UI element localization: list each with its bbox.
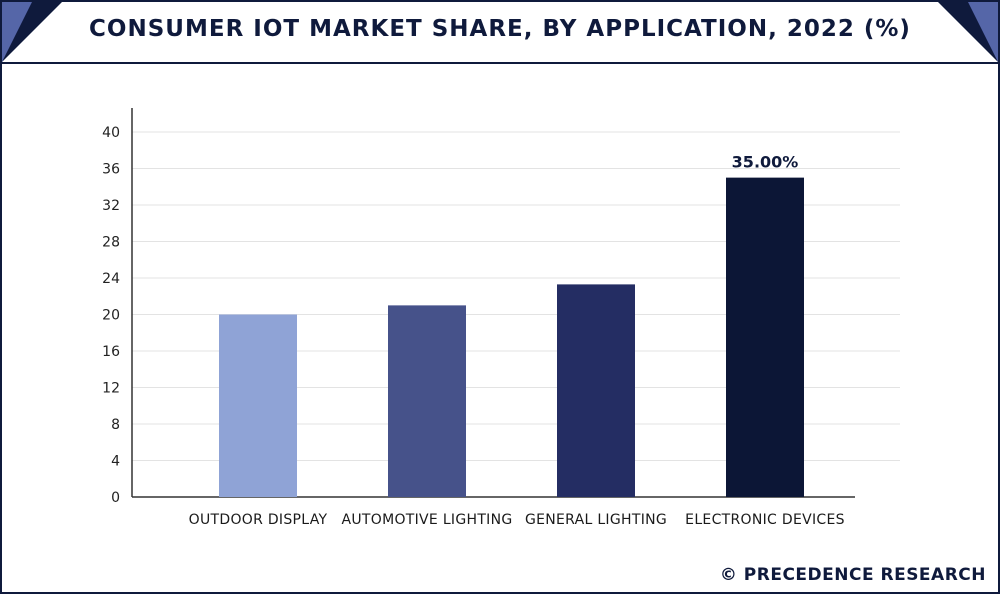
y-tick-label: 24 bbox=[102, 271, 120, 287]
x-tick-label: AUTOMOTIVE LIGHTING bbox=[341, 512, 512, 528]
y-tick-label: 16 bbox=[102, 344, 120, 360]
source-credit: © PRECEDENCE RESEARCH bbox=[719, 565, 986, 585]
y-tick-label: 28 bbox=[102, 235, 120, 251]
chart-title: CONSUMER IOT MARKET SHARE, BY APPLICATIO… bbox=[89, 16, 911, 42]
bar-outdoor-display bbox=[219, 314, 297, 497]
bar-general-lighting bbox=[557, 284, 635, 497]
bar-electronic-devices bbox=[726, 177, 804, 497]
y-tick-label: 36 bbox=[102, 162, 120, 178]
y-tick-label: 12 bbox=[102, 381, 120, 397]
y-tick-label: 40 bbox=[102, 125, 120, 141]
x-tick-label: ELECTRONIC DEVICES bbox=[685, 512, 845, 528]
corner-accent-left bbox=[2, 2, 32, 62]
y-tick-label: 8 bbox=[111, 417, 120, 433]
data-label: 35.00% bbox=[732, 153, 799, 172]
title-band: CONSUMER IOT MARKET SHARE, BY APPLICATIO… bbox=[2, 2, 998, 64]
y-tick-label: 0 bbox=[111, 490, 120, 506]
corner-accent-right bbox=[968, 2, 998, 62]
bar-automotive-lighting bbox=[388, 305, 466, 497]
y-tick-label: 20 bbox=[102, 308, 120, 324]
x-tick-label: GENERAL LIGHTING bbox=[525, 512, 667, 528]
y-tick-label: 4 bbox=[111, 454, 120, 470]
x-tick-label: OUTDOOR DISPLAY bbox=[189, 512, 328, 528]
y-tick-label: 32 bbox=[102, 198, 120, 214]
